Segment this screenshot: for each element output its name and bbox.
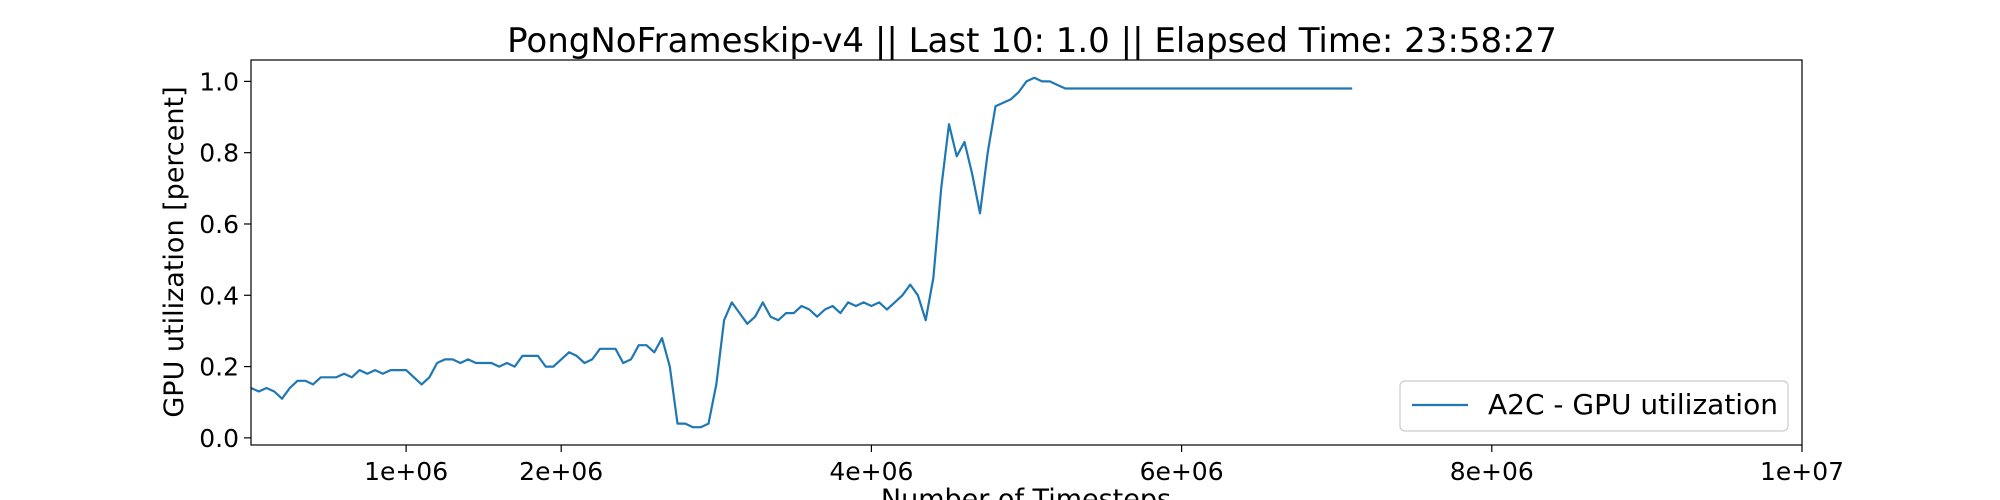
series-line-gpu-utilization	[250, 76, 1353, 429]
y-tick-label: 0.4	[199, 281, 239, 310]
x-tick-label: 4e+06	[829, 457, 913, 486]
legend-label: A2C - GPU utilization	[1488, 388, 1778, 421]
legend: A2C - GPU utilization	[1399, 380, 1789, 432]
x-tick-label: 6e+06	[1140, 457, 1224, 486]
x-tick-label: 1e+06	[364, 457, 448, 486]
x-tick-label: 1e+07	[1760, 457, 1844, 486]
legend-box	[1399, 380, 1789, 432]
x-axis-label: Number of Timesteps	[881, 484, 1171, 500]
y-tick-label: 0.0	[199, 424, 239, 453]
y-tick-label: 1.0	[199, 67, 239, 96]
plot-area	[250, 59, 1803, 446]
y-axis: 0.0 0.2 0.4 0.6 0.8 1.0	[199, 67, 251, 453]
y-tick-label: 0.8	[199, 139, 239, 168]
y-tick-label: 0.2	[199, 353, 239, 382]
x-tick-label: 2e+06	[519, 457, 603, 486]
y-tick-label: 0.6	[199, 210, 239, 239]
y-axis-label: GPU utilization [percent]	[159, 86, 190, 417]
x-axis: 1e+06 2e+06 4e+06 6e+06 8e+06 1e+07	[364, 445, 1844, 486]
x-tick-label: 8e+06	[1450, 457, 1534, 486]
chart-title: PongNoFrameskip-v4 || Last 10: 1.0 || El…	[507, 21, 1557, 61]
plot-frame	[250, 59, 1803, 446]
